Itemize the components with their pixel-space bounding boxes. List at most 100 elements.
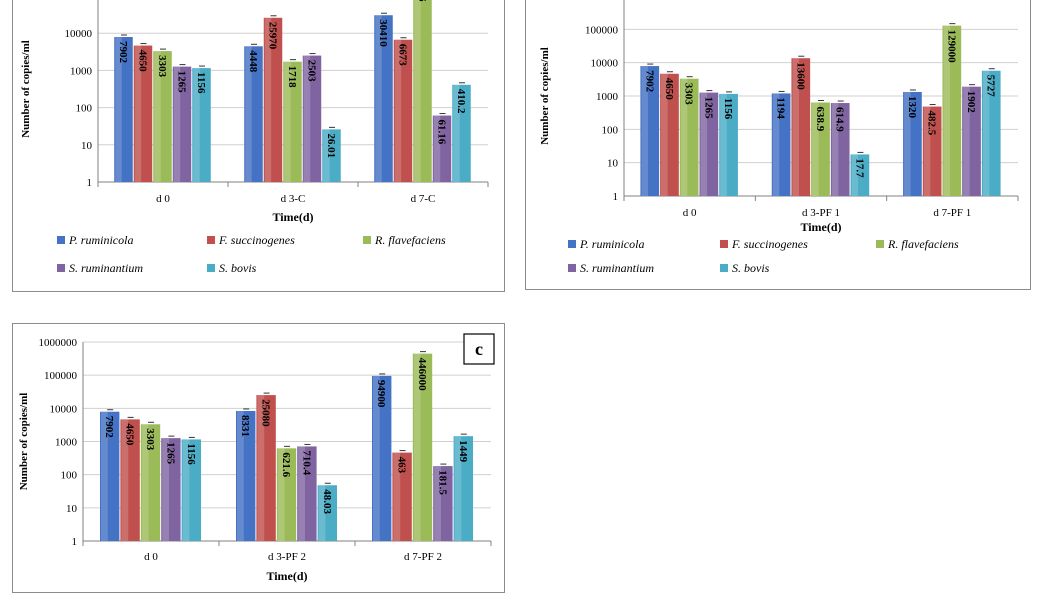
bar-highlight xyxy=(851,154,859,196)
x-category-label: d 7-C xyxy=(411,193,436,205)
bar xyxy=(236,410,256,541)
bar-highlight xyxy=(182,439,190,541)
bar-value-label: 129000 xyxy=(945,30,957,64)
y-tick-label: 10 xyxy=(66,503,78,515)
bar-value-label: 61.16 xyxy=(436,120,448,145)
bar xyxy=(322,129,341,182)
bar-highlight xyxy=(303,55,311,182)
bar-highlight xyxy=(393,452,401,541)
x-axis-title: Time(d) xyxy=(272,210,313,224)
bar-highlight xyxy=(454,436,462,541)
bar-value-label: 463 xyxy=(396,457,408,474)
legend-swatch xyxy=(720,264,728,272)
legend-label: S. bovis xyxy=(219,261,257,275)
bar-value-label: 13600 xyxy=(794,62,806,90)
bar xyxy=(181,439,201,541)
bar-value-label: 26.01 xyxy=(325,133,337,158)
legend-swatch xyxy=(207,236,215,244)
legend-label: S. ruminantium xyxy=(580,261,654,275)
legend-label: P. ruminicola xyxy=(68,233,133,247)
bar-value-label: 1902 xyxy=(965,91,977,114)
bar-highlight xyxy=(453,84,460,182)
chart-svg-b: 1 10 100 1000 10000 100000 Number of copies/ml… xyxy=(539,0,1019,275)
bar-value-label: 94900 xyxy=(375,380,387,408)
bar xyxy=(699,92,719,196)
legend-label: F. succinogenes xyxy=(218,233,295,247)
y-tick-label: 10000 xyxy=(50,403,78,415)
legend-label: S. ruminantium xyxy=(69,261,143,275)
legend-label: P. ruminicola xyxy=(579,237,644,251)
bar xyxy=(412,353,433,541)
y-tick-label: 10 xyxy=(607,158,619,170)
bar-highlight xyxy=(101,411,108,541)
bar-highlight xyxy=(284,61,291,182)
x-category-label: d 0 xyxy=(156,193,170,205)
bar xyxy=(374,15,393,183)
bar-value-label: 7902 xyxy=(117,41,129,64)
bar-value-label: 25080 xyxy=(260,399,272,427)
y-axis-title: Number of copies/ml xyxy=(539,47,551,145)
bar-highlight xyxy=(173,66,181,182)
bar-highlight xyxy=(394,39,402,182)
bar xyxy=(903,91,922,196)
bar xyxy=(393,39,413,182)
bar xyxy=(192,68,211,182)
bar-highlight xyxy=(121,419,129,541)
legend-label: F. succinogenes xyxy=(731,237,808,251)
bar-value-label: 7902 xyxy=(103,416,115,439)
y-tick-label: 100000 xyxy=(44,370,78,382)
chart-panel-b: 1 10 100 1000 10000 100000 Number of copies/ml… xyxy=(525,0,1031,290)
bar-highlight xyxy=(943,25,951,197)
bar xyxy=(811,102,830,196)
bar-value-label: 4448 xyxy=(247,50,259,73)
y-tick-label: 100 xyxy=(61,470,78,482)
bar xyxy=(660,73,679,196)
bar-value-label: 4650 xyxy=(663,78,675,101)
y-tick-label: 1 xyxy=(72,536,78,548)
bar-value-label: 1265 xyxy=(164,442,176,465)
x-category-label: d 7-PF 2 xyxy=(404,551,442,563)
bar-value-label: 181.5 xyxy=(436,470,448,495)
x-axis-title: Time(d) xyxy=(800,220,841,234)
bar-value-label: 30410 xyxy=(377,19,389,47)
bar-highlight xyxy=(414,0,421,182)
bar-value-label: 48.03 xyxy=(321,489,333,514)
bar-highlight xyxy=(162,438,169,541)
bar-value-label: 482.5 xyxy=(926,111,938,136)
legend-label: R. flavefaciens xyxy=(887,237,959,251)
legend-label: R. flavefaciens xyxy=(374,233,446,247)
bar-value-label: 1320 xyxy=(906,96,918,119)
y-axis-title: Number of copies/ml xyxy=(20,40,32,138)
bar xyxy=(719,93,738,196)
x-category-label: d 0 xyxy=(144,551,158,563)
bar-value-label: 2503 xyxy=(306,60,318,83)
x-category-label: d 3-PF 2 xyxy=(268,551,306,563)
bar xyxy=(172,66,192,182)
bar-highlight xyxy=(831,103,839,196)
bar-highlight xyxy=(413,353,421,541)
bar xyxy=(413,0,432,182)
y-axis-title: Number of copies/ml xyxy=(18,393,30,491)
bar-highlight xyxy=(641,66,648,196)
bar xyxy=(283,61,302,182)
bar xyxy=(317,485,337,541)
bar-value-label: 7902 xyxy=(643,70,655,93)
bar-highlight xyxy=(982,70,990,196)
bar-value-label: 1449 xyxy=(457,440,469,463)
bar-highlight xyxy=(661,73,668,196)
bar-value-label: 1156 xyxy=(722,98,734,120)
bar-highlight xyxy=(193,68,200,182)
bar-highlight xyxy=(134,45,142,182)
bar-highlight xyxy=(680,78,688,196)
legend-label: S. bovis xyxy=(732,261,770,275)
y-tick-label: 100 xyxy=(602,124,619,136)
legend-swatch xyxy=(568,240,576,248)
bar xyxy=(263,17,283,182)
bar-value-label: 4650 xyxy=(124,423,136,446)
legend-swatch xyxy=(57,264,65,272)
legend-swatch xyxy=(876,240,884,248)
chart-panel-a: 1 10 100 1000 10000 Number of copies/ml d 0 790… xyxy=(12,0,505,292)
bar xyxy=(433,466,453,541)
bar-value-label: 1194 xyxy=(775,97,787,119)
bar-highlight xyxy=(277,448,285,541)
